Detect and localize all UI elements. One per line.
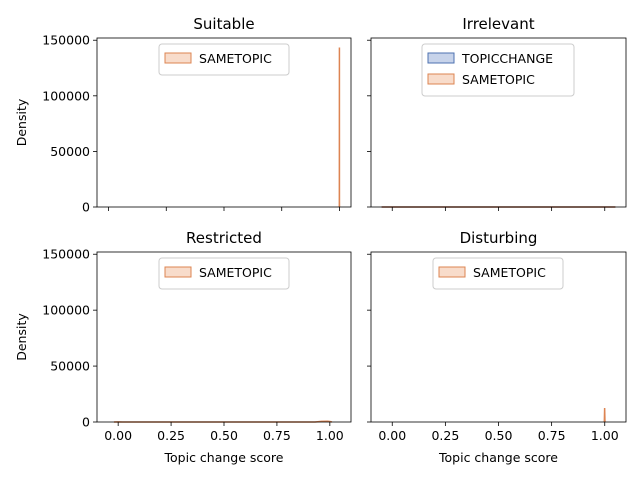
panel-bottom-right: Disturbing 0.00 0.25 0.50 0.75 1.00 Topic chan… <box>367 229 627 465</box>
x-tick-label: 0.00 <box>104 428 132 443</box>
legend-frame <box>432 257 564 290</box>
x-tick-label: 0.50 <box>485 428 513 443</box>
legend-frame <box>158 257 290 290</box>
legend-swatch-topicchange <box>427 52 455 64</box>
legend-swatch-sametopic <box>427 73 455 85</box>
y-tick-label: 150000 <box>42 33 90 48</box>
y-axis-label: Density <box>14 98 29 146</box>
x-axis-label: Topic change score <box>164 450 284 465</box>
y-tick-label: 0 <box>82 415 90 430</box>
panel-title: Irrelevant <box>462 15 534 33</box>
panel-top-right: Irrelevant TOPICCHANGE SAMETOPIC <box>367 15 627 211</box>
y-tick-label: 100000 <box>42 88 90 103</box>
series-line-sametopic <box>603 408 606 423</box>
y-tick-label: 100000 <box>42 303 90 318</box>
x-tick-label: 0.50 <box>210 428 238 443</box>
x-axis-label: Topic change score <box>438 450 558 465</box>
legend-label: SAMETOPIC <box>462 72 535 87</box>
y-axis-label: Density <box>14 313 29 361</box>
legend: SAMETOPIC <box>432 257 564 290</box>
legend-swatch-sametopic <box>164 52 192 64</box>
x-tick-label: 0.75 <box>263 428 291 443</box>
panel-bottom-left: Restricted 0.00 0.25 0.50 0.75 1.00 0 50000 1000… <box>14 229 352 465</box>
x-tick-label: 1.00 <box>591 428 619 443</box>
x-tick-label: 0.00 <box>378 428 406 443</box>
legend: TOPICCHANGE SAMETOPIC <box>421 43 575 97</box>
y-tick-label: 150000 <box>42 247 90 262</box>
legend: SAMETOPIC <box>158 43 290 76</box>
legend-swatch-sametopic <box>164 266 192 278</box>
x-tick-label: 1.00 <box>316 428 344 443</box>
x-tick-label: 0.75 <box>538 428 566 443</box>
x-tick-label: 0.25 <box>431 428 459 443</box>
y-tick-label: 50000 <box>50 359 90 374</box>
panel-title: Restricted <box>186 229 262 247</box>
legend: SAMETOPIC <box>158 257 290 290</box>
x-tick-label: 0.25 <box>157 428 185 443</box>
legend-frame <box>158 43 290 76</box>
panel-title: Disturbing <box>460 229 538 247</box>
legend-label: SAMETOPIC <box>473 265 546 280</box>
y-tick-label: 50000 <box>50 144 90 159</box>
legend-frame <box>421 43 575 97</box>
y-tick-label: 0 <box>82 200 90 215</box>
legend-swatch-sametopic <box>438 266 466 278</box>
legend-label: TOPICCHANGE <box>461 51 553 66</box>
legend-label: SAMETOPIC <box>199 265 272 280</box>
panel-title: Suitable <box>193 15 254 33</box>
legend-label: SAMETOPIC <box>199 51 272 66</box>
panel-top-left: Suitable 0 50000 100000 150000 Density SAMETOP… <box>14 15 352 215</box>
